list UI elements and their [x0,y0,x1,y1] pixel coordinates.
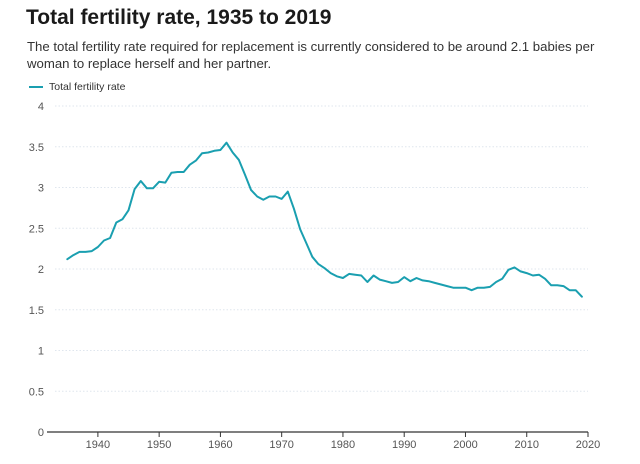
legend-swatch [29,86,43,88]
x-tick-label: 1970 [269,439,293,451]
y-tick-label: 2 [38,264,44,276]
chart-title: Total fertility rate, 1935 to 2019 [26,6,332,29]
x-tick-label: 1950 [147,439,171,451]
legend: Total fertility rate [29,81,125,93]
series-line-total-fertility-rate [66,141,583,298]
x-tick-label: 1990 [392,439,416,451]
x-tick-label: 2020 [576,439,600,451]
y-tick-label: 3.5 [29,142,44,154]
y-tick-label: 0 [38,427,44,439]
y-tick-label: 2.5 [29,223,44,235]
legend-label: Total fertility rate [49,81,126,93]
y-tick-label: 0.5 [29,386,44,398]
x-tick-label: 2010 [514,439,538,451]
y-tick-label: 3 [38,183,44,195]
y-tick-label: 1 [38,346,44,358]
y-tick-label: 4 [38,101,44,113]
x-tick-label: 1940 [86,439,110,451]
y-tick-label: 1.5 [29,305,44,317]
x-tick-label: 2000 [453,439,477,451]
chart-subtitle: The total fertility rate required for re… [27,39,595,71]
x-tick-label: 1980 [331,439,355,451]
x-tick-label: 1960 [208,439,232,451]
